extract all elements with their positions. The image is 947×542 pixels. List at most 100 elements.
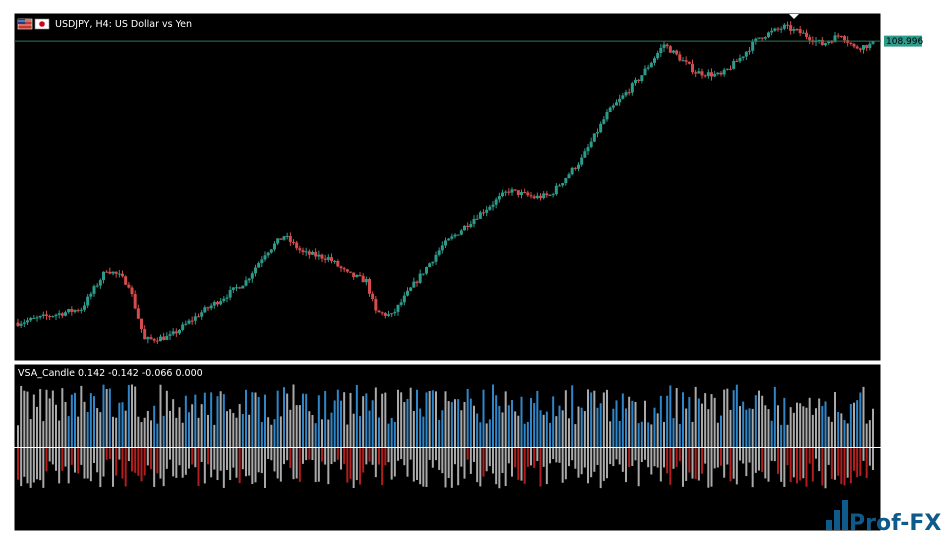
- candle-body: [152, 338, 156, 341]
- vsa-bar-down: [77, 447, 80, 474]
- vsa-bar-down: [856, 447, 859, 478]
- chart-shift-marker[interactable]: [789, 14, 799, 19]
- vsa-bar-down: [264, 447, 266, 488]
- vsa-bar-up: [333, 400, 336, 448]
- vsa-bar-down: [441, 447, 444, 474]
- vsa-bar-up: [254, 392, 257, 448]
- vsa-bar-down: [485, 447, 488, 472]
- candle-body: [757, 37, 761, 39]
- vsa-bar-up: [359, 416, 361, 448]
- vsa-bar-down: [675, 447, 678, 467]
- candle-body: [244, 280, 248, 286]
- vsa-bar-down: [479, 447, 482, 487]
- vsa-bar-down: [796, 447, 798, 484]
- vsa-bar-up: [194, 394, 197, 448]
- vsa-bar-down: [571, 447, 574, 461]
- indicator-axis-label: 0.404: [887, 369, 913, 379]
- vsa-bar-down: [384, 447, 387, 466]
- vsa-bar-up: [83, 401, 86, 448]
- candle-body: [257, 263, 261, 268]
- candle-body: [140, 318, 143, 330]
- vsa-bar-down: [61, 447, 64, 471]
- candle-body: [311, 251, 314, 255]
- vsa-bar-down: [865, 447, 868, 479]
- candle-body: [298, 248, 302, 251]
- vsa-bar-down: [108, 447, 111, 460]
- vsa-bar-up: [691, 421, 694, 448]
- vsa-bar-down: [754, 447, 757, 473]
- vsa-bar-up: [200, 404, 203, 448]
- candle-body: [602, 119, 606, 124]
- vsa-bar-up: [574, 424, 577, 448]
- vsa-bar-down: [431, 447, 434, 468]
- candle-body: [618, 98, 622, 103]
- vsa-bar-down: [558, 447, 561, 463]
- vsa-bar-down: [393, 447, 396, 477]
- vsa-bar-up: [419, 408, 422, 448]
- candle-body: [634, 79, 637, 84]
- vsa-bar-down: [435, 447, 437, 461]
- symbol-flags-icon: [17, 18, 50, 30]
- candle-body: [48, 315, 52, 317]
- vsa-bar-down: [834, 447, 836, 480]
- vsa-bar-up: [428, 391, 431, 448]
- vsa-bar-down: [637, 447, 640, 487]
- vsa-bar-down: [412, 447, 415, 482]
- vsa-bar-up: [751, 408, 754, 448]
- vsa-bar-down: [346, 447, 349, 483]
- candle-body: [488, 206, 492, 210]
- vsa-bar-up: [340, 400, 342, 448]
- vsa-bar-up: [625, 408, 627, 448]
- candle-body: [808, 36, 812, 41]
- vsa-bar-down: [17, 447, 19, 480]
- candle-body: [653, 58, 656, 63]
- vsa-indicator-panel[interactable]: 0.404 0.000 VSA_Candle 0.142 -0.142 -0.06…: [0, 362, 947, 542]
- vsa-bar-up: [479, 422, 482, 448]
- vsa-bar-down: [735, 447, 738, 485]
- vsa-bar-up: [441, 410, 444, 448]
- candle-body: [627, 92, 631, 94]
- vsa-bar-down: [802, 447, 805, 479]
- vsa-bar-down: [583, 447, 586, 468]
- candle-body: [463, 225, 466, 231]
- vsa-bar-down: [552, 447, 555, 460]
- vsa-bar-down: [36, 447, 38, 480]
- candle-body: [406, 290, 409, 296]
- vsa-bar-up: [859, 392, 862, 448]
- vsa-bar-up: [628, 396, 631, 448]
- vsa-bar-up: [197, 417, 200, 448]
- vsa-bar-up: [203, 392, 206, 448]
- vsa-bar-up: [599, 403, 602, 448]
- vsa-bar-up: [336, 389, 339, 448]
- vsa-bar-up: [32, 394, 35, 448]
- candle-body: [640, 75, 644, 82]
- vsa-bar-down: [783, 447, 786, 487]
- vsa-bar-up: [406, 398, 409, 448]
- vsa-bar-down: [403, 447, 406, 466]
- candle-body: [440, 245, 444, 251]
- candle-body: [843, 36, 846, 41]
- vsa-bar-up: [381, 393, 384, 448]
- candle-body: [763, 37, 767, 39]
- vsa-bar-down: [799, 447, 802, 481]
- candle-body: [304, 251, 308, 253]
- vsa-bar-up: [384, 392, 387, 448]
- vsa-bar-up: [720, 415, 722, 448]
- vsa-bar-up: [169, 410, 171, 448]
- candle-body: [665, 44, 669, 47]
- candle-body: [786, 24, 789, 26]
- vsa-bar-up: [808, 397, 811, 448]
- vsa-bar-up: [742, 401, 745, 448]
- vsa-bar-down: [118, 447, 121, 460]
- vsa-bar-down: [780, 447, 783, 482]
- vsa-bar-up: [678, 423, 681, 448]
- candle-body: [285, 235, 289, 237]
- vsa-bar-down: [292, 447, 295, 480]
- price-axis-label: 105.280: [887, 296, 924, 306]
- vsa-bar-up: [492, 384, 494, 448]
- price-axis-label: 104.795: [887, 330, 924, 340]
- vsa-bar-down: [102, 447, 105, 477]
- vsa-bar-up: [156, 423, 159, 448]
- price-chart-panel[interactable]: 109.160 108.675 108.190 107.705 107.220 106.7…: [0, 0, 947, 362]
- candle-body: [174, 331, 178, 334]
